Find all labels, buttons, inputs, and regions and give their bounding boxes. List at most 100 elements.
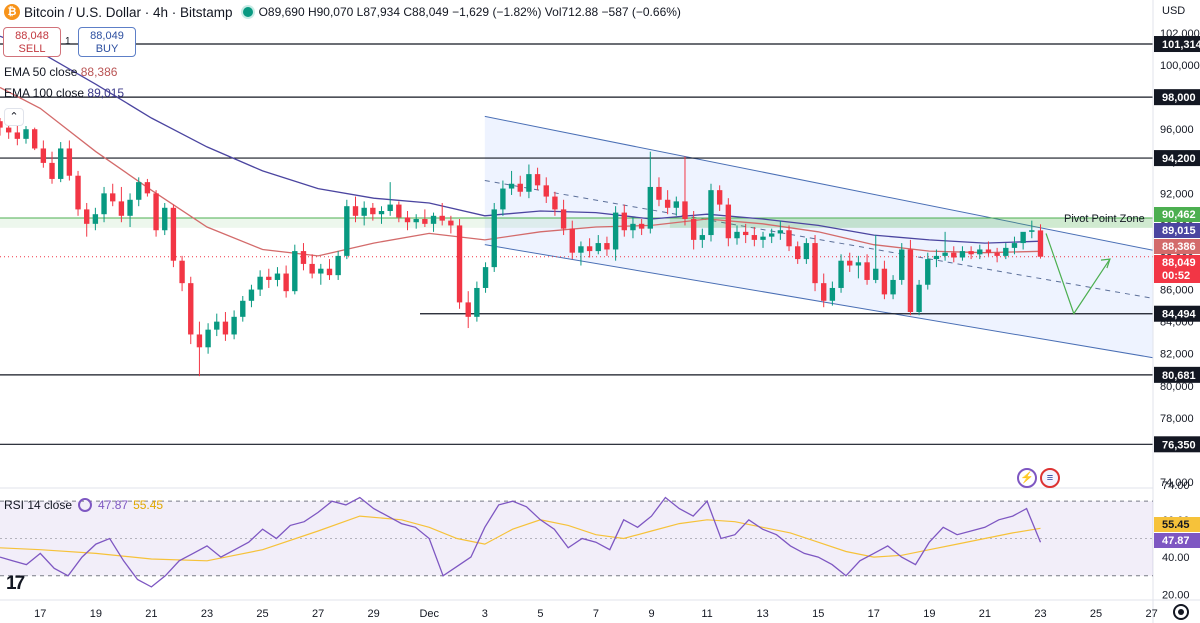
bitcoin-logo-icon: ₿	[4, 4, 20, 20]
time-tick-label: 19	[90, 608, 102, 620]
candle	[968, 246, 974, 260]
gear-icon[interactable]	[1173, 604, 1189, 620]
price-tag-label: 88,386	[1162, 241, 1196, 253]
candle	[708, 183, 714, 242]
rsi-legend[interactable]: RSI 14 close 47.87 55.45	[4, 498, 163, 512]
candle-body	[491, 209, 497, 268]
ema100-legend[interactable]: EMA 100 close 89,015	[4, 86, 124, 100]
rsi-line	[0, 496, 1042, 588]
lightning-icon[interactable]: ⚡	[1017, 468, 1037, 488]
candle	[214, 313, 220, 337]
level-tag-bg	[1154, 305, 1200, 322]
candle	[49, 151, 55, 184]
level-tag-label: 80,681	[1162, 370, 1196, 382]
candle-body	[751, 235, 758, 240]
candle-body	[1037, 230, 1044, 257]
candle	[0, 118, 3, 136]
candle-body	[1020, 231, 1026, 244]
us-flag-icon[interactable]: ≡	[1040, 468, 1060, 488]
candle	[231, 310, 237, 340]
candle	[621, 204, 627, 237]
candle	[309, 254, 315, 279]
candle-body	[951, 252, 957, 258]
price-tick-label: 82,000	[1160, 349, 1194, 361]
candle-body	[378, 211, 385, 215]
candle	[742, 223, 749, 244]
price-tick-label: 100,000	[1160, 60, 1200, 72]
candle-body	[318, 268, 324, 274]
rsi-top-label: 74.00	[1162, 480, 1190, 492]
candle	[725, 198, 732, 247]
chevron-up-icon[interactable]: ⌃	[4, 108, 24, 126]
rsi-tag-label: 47.87	[1162, 535, 1190, 547]
candle-body	[248, 289, 255, 301]
currency-label[interactable]: USD	[1162, 5, 1186, 17]
projection-path	[1045, 233, 1111, 315]
candle	[136, 177, 142, 207]
candle	[162, 202, 168, 236]
candle-body	[222, 321, 229, 335]
time-tick-label: 29	[368, 608, 380, 620]
candle-body	[1011, 243, 1018, 248]
candle	[838, 254, 844, 293]
candle	[248, 284, 255, 308]
price-tag-bg	[1154, 207, 1200, 222]
candle	[933, 249, 940, 268]
candle-body	[153, 193, 159, 231]
time-tick-label: 21	[145, 608, 157, 620]
candle-body	[595, 243, 601, 252]
candle	[413, 214, 419, 229]
candle	[795, 241, 801, 264]
channel-lower-line	[484, 244, 1154, 359]
candle	[482, 262, 489, 293]
sell-button[interactable]: 88,048 SELL	[3, 27, 61, 57]
candle	[300, 243, 307, 271]
time-tick-label: 5	[537, 608, 543, 620]
candle	[829, 281, 836, 306]
candle-body	[482, 267, 489, 288]
candle-body	[283, 273, 289, 292]
candle-body	[214, 321, 220, 330]
rsi-settings-icon[interactable]	[78, 498, 93, 512]
time-tick-label: 23	[201, 608, 213, 620]
candle-body	[604, 243, 610, 250]
candle	[543, 177, 549, 203]
candle-body	[517, 183, 523, 192]
candle-body	[560, 209, 567, 229]
candle-body	[439, 215, 445, 221]
candle-body	[110, 193, 116, 202]
time-tick-label: 27	[312, 608, 324, 620]
candle-body	[66, 148, 73, 176]
level-tag-label: 98,000	[1162, 92, 1196, 104]
candle-body	[925, 259, 931, 285]
buy-button[interactable]: 88,049 BUY	[78, 27, 136, 57]
time-tick-label: 9	[648, 608, 654, 620]
candle	[222, 312, 229, 341]
candle	[760, 231, 766, 248]
candle	[448, 215, 454, 234]
candle	[734, 225, 740, 245]
candle	[500, 180, 506, 216]
candle-body	[760, 236, 766, 240]
candle	[110, 183, 116, 207]
candle	[647, 151, 653, 234]
candle-body	[569, 228, 575, 253]
ema100-line	[0, 35, 1041, 244]
level-tag-bg	[1154, 89, 1200, 106]
candle	[630, 217, 636, 239]
candle	[604, 236, 610, 256]
candle-body	[136, 182, 142, 200]
candle	[803, 238, 810, 264]
time-tick-label: 3	[482, 608, 488, 620]
symbol-title[interactable]: Bitcoin / U.S. Dollar · 4h · Bitstamp	[24, 4, 233, 20]
time-tick-label: 27	[1145, 608, 1157, 620]
candle	[318, 263, 324, 285]
candle	[1037, 224, 1044, 259]
candle	[40, 140, 47, 168]
candle-body	[916, 284, 922, 313]
ema50-legend[interactable]: EMA 50 close 88,386	[4, 65, 117, 79]
candle-body	[899, 249, 905, 280]
time-tick-label: 11	[701, 608, 712, 620]
candle	[92, 207, 99, 231]
